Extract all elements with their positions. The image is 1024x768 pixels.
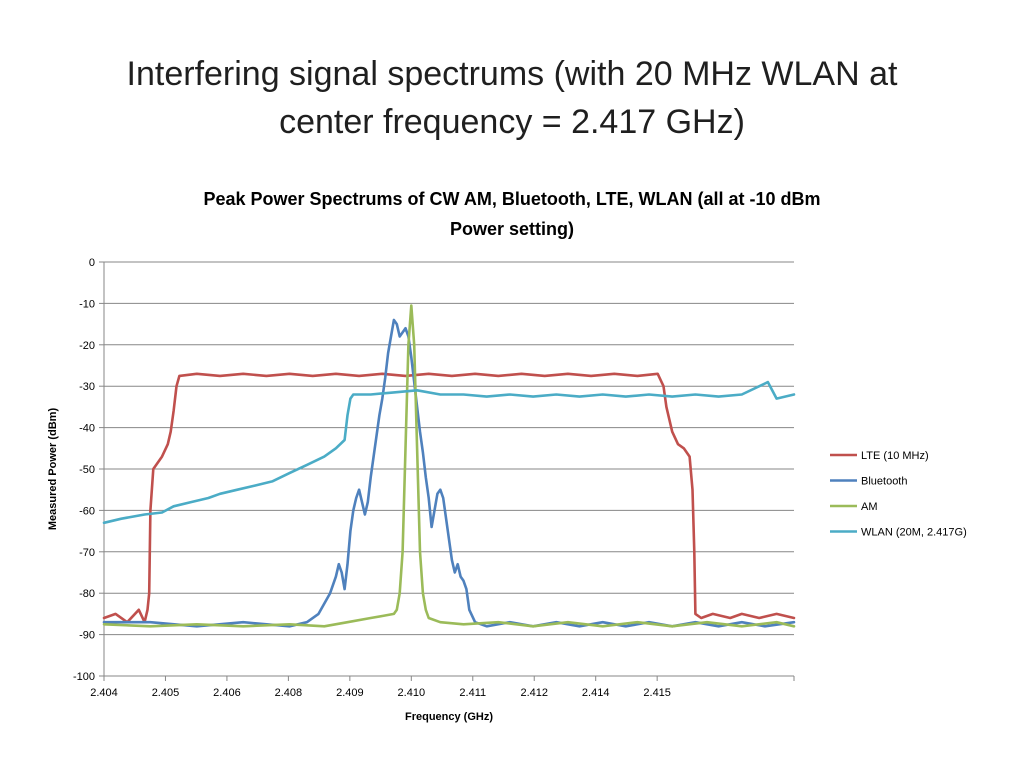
y-tick-label: -10 [79, 298, 95, 310]
x-tick-label: 2.415 [643, 687, 671, 699]
series-lines [102, 304, 796, 628]
x-tick-label: 2.406 [213, 687, 241, 699]
x-tick-label: 2.410 [398, 687, 426, 699]
legend-label-3: WLAN (20M, 2.417G) [861, 527, 967, 539]
legend-label-2: AM [861, 501, 878, 513]
legend: LTE (10 MHz) Bluetooth AM WLAN (20M, 2.417G… [830, 450, 967, 539]
series-line-0 [102, 372, 796, 624]
axes [99, 261, 795, 681]
y-tick-label: -100 [73, 671, 95, 683]
series-line-3 [102, 380, 796, 525]
y-tick-label: -60 [79, 505, 95, 517]
x-tick-label: 2.404 [90, 687, 118, 699]
chart-title-line-2: Power setting) [449, 219, 574, 239]
legend-label-1: Bluetooth [861, 476, 907, 488]
y-tick-label: -40 [79, 423, 95, 435]
slide-title-line-2: center frequency = 2.417 GHz) [279, 103, 745, 141]
chart-title: Peak Power Spectrums of CW AM, Bluetooth… [100, 184, 924, 244]
x-tick-label: 2.412 [520, 687, 548, 699]
y-tick-label: -30 [79, 381, 95, 393]
x-axis-title: Frequency (GHz) [405, 711, 493, 723]
y-tick-label: -80 [79, 588, 95, 600]
legend-label-0: LTE (10 MHz) [861, 450, 929, 462]
x-tick-label: 2.414 [582, 687, 610, 699]
x-tick-label: 2.411 [459, 687, 486, 699]
y-tick-label: -90 [79, 630, 95, 642]
x-tick-label: 2.409 [336, 687, 364, 699]
y-tick-label: -20 [79, 340, 95, 352]
y-tick-label: 0 [89, 257, 95, 269]
y-tick-label: -70 [79, 547, 95, 559]
chart-title-line-1: Peak Power Spectrums of CW AM, Bluetooth… [203, 189, 821, 209]
x-tick-label: 2.408 [275, 687, 303, 699]
gridlines [104, 261, 794, 677]
y-axis-title: Measured Power (dBm) [47, 408, 59, 531]
slide-title-line-1: Interfering signal spectrums (with 20 MH… [126, 55, 898, 93]
tick-labels: 0 -10 -20 -30 -40 -50 -60 -70 -80 -90 -100 2.404 2.4… [73, 257, 671, 699]
series-line-2 [102, 304, 796, 628]
y-tick-label: -50 [79, 464, 95, 476]
x-tick-label: 2.405 [152, 687, 180, 699]
slide-title: Interfering signal spectrums (with 20 MH… [60, 50, 964, 146]
